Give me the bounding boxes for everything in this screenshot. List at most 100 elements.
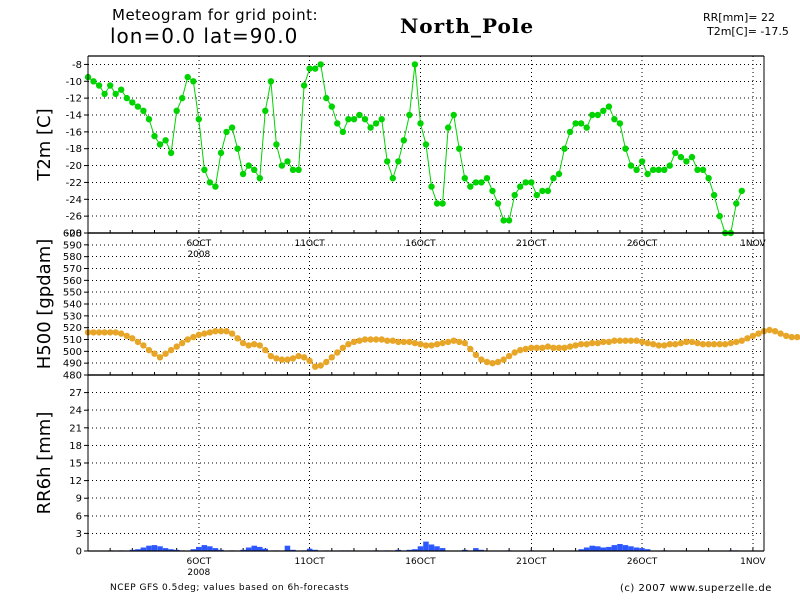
h500-point xyxy=(251,341,258,348)
rr6h-bar xyxy=(611,545,618,551)
x-tick-label: 21OCT xyxy=(516,557,547,567)
h500-point xyxy=(129,335,136,342)
h500-point xyxy=(90,329,97,336)
header-caption: Meteogram for grid point: xyxy=(112,6,319,24)
h500-point xyxy=(544,343,552,350)
t2m-point xyxy=(223,128,230,136)
h500-point xyxy=(616,337,624,344)
x-tick-label: 16OCT xyxy=(405,557,436,567)
h500-ytick-label: 520 xyxy=(63,323,82,334)
t2m-point xyxy=(467,183,474,190)
t2m-panel: -28 -26 -24 -22 -20 -18 -16 -14 -12 -10 -8 T2m [C] xyxy=(34,55,765,240)
h500-point xyxy=(572,342,579,349)
t2m-ytick-label: -16 xyxy=(66,127,82,138)
h500-point xyxy=(239,339,247,347)
t2m-point xyxy=(661,166,668,173)
h500-point xyxy=(505,352,513,360)
t2m-point xyxy=(445,124,452,131)
h500-point xyxy=(749,332,757,340)
rr6h-bar xyxy=(595,546,601,551)
t2m-point xyxy=(228,124,236,131)
h500-axis-label: H500 [gpdam] xyxy=(34,239,55,370)
h500-point xyxy=(162,350,169,357)
rr6h-bar xyxy=(168,549,174,551)
t2m-point xyxy=(589,111,596,119)
rr6h-bar xyxy=(257,546,263,551)
t2m-point xyxy=(428,183,435,190)
t2m-point xyxy=(118,86,125,93)
t2m-point xyxy=(123,94,130,102)
data-source-note: NCEP GFS 0.5deg; values based on 6h-fore… xyxy=(110,583,350,593)
rr6h-ytick-label: 18 xyxy=(69,441,82,452)
t2m-point xyxy=(611,116,618,123)
t2m-point xyxy=(145,116,153,123)
h500-point xyxy=(378,336,385,343)
rr6h-ytick-label: 12 xyxy=(69,476,82,487)
t2m-point xyxy=(179,94,186,102)
h500-point xyxy=(395,338,402,346)
t2m-point xyxy=(262,107,269,115)
rr6h-bar xyxy=(639,548,645,551)
h500-point xyxy=(672,341,679,348)
rr6h-bar xyxy=(306,548,313,551)
t2m-point xyxy=(295,166,302,173)
h500-ytick-label: 580 xyxy=(63,252,82,263)
rr6h-ytick-label: 0 xyxy=(76,547,82,558)
h500-point xyxy=(783,332,790,340)
x-tick-label: 16OCT xyxy=(405,239,436,249)
t2m-ytick-label: -22 xyxy=(66,178,82,189)
t2m-point xyxy=(433,200,441,207)
rr6h-bar xyxy=(135,549,141,551)
rr6h-bar xyxy=(439,548,446,551)
rr6h-bar xyxy=(617,544,623,551)
t2m-point xyxy=(572,120,579,127)
x-tick-label: 1NOV xyxy=(740,239,766,249)
h500-ytick-label: 540 xyxy=(63,300,82,311)
t2m-point xyxy=(500,217,507,224)
h500-point xyxy=(262,346,269,354)
h500-point xyxy=(323,358,330,366)
rr6h-bar xyxy=(583,547,590,551)
h500-point xyxy=(256,342,263,349)
h500-point xyxy=(234,335,241,342)
t2m-point xyxy=(378,116,385,123)
t2m-point xyxy=(683,158,690,165)
temperature-mean-readout: T2m[C]= -17.5 xyxy=(707,25,789,38)
t2m-point xyxy=(317,61,324,68)
h500-point xyxy=(738,337,745,344)
t2m-ytick-label: -24 xyxy=(66,195,82,206)
h500-ytick-label: 600 xyxy=(63,229,82,240)
t2m-point xyxy=(594,111,601,119)
x-tick-label: 11OCT xyxy=(294,557,325,567)
t2m-point xyxy=(323,94,330,102)
h500-point xyxy=(289,355,297,362)
t2m-ytick-label: -20 xyxy=(66,161,82,172)
t2m-point xyxy=(655,166,662,173)
x-tick-label: 6OCT xyxy=(187,239,212,249)
copyright-note: (c) 2007 www.superzelle.de xyxy=(620,583,772,594)
h500-point xyxy=(439,339,446,347)
t2m-point xyxy=(694,166,701,173)
rr6h-ytick-label: 21 xyxy=(69,423,82,434)
rr6h-axis-label: RR6h [mm] xyxy=(34,412,55,515)
t2m-point xyxy=(666,162,673,169)
h500-point xyxy=(594,339,601,347)
h500-ytick-label: 510 xyxy=(63,335,82,346)
h500-ytick-label: 550 xyxy=(63,288,82,299)
t2m-point xyxy=(361,116,369,123)
h500-point xyxy=(151,350,158,357)
h500-point xyxy=(500,356,507,363)
t2m-point xyxy=(356,111,363,119)
t2m-point xyxy=(644,170,651,178)
t2m-point xyxy=(267,78,275,85)
h500-point xyxy=(605,338,613,346)
x-tick-year-label: 2008 xyxy=(187,568,210,578)
rr6h-bar xyxy=(589,545,595,551)
t2m-point xyxy=(345,116,352,123)
h500-point xyxy=(533,344,540,351)
rr6h-bar xyxy=(157,546,163,551)
h500-point xyxy=(483,358,491,366)
t2m-point xyxy=(439,200,446,207)
t2m-point xyxy=(716,212,723,220)
